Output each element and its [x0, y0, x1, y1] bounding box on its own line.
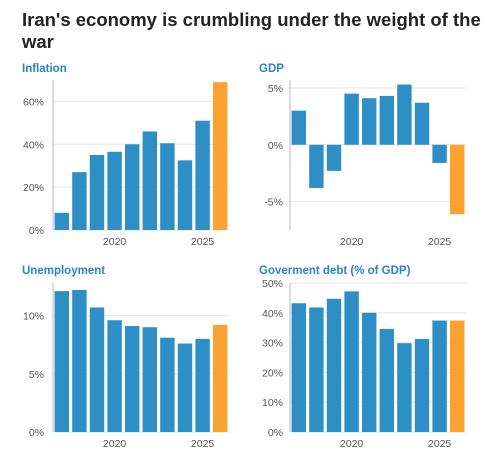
x-tick-label: 2025	[428, 438, 452, 450]
bar-highlight	[449, 144, 465, 215]
x-tick-label: 2020	[340, 438, 364, 450]
bar	[72, 289, 87, 432]
y-tick-label: 0%	[29, 225, 44, 237]
bar-highlight	[449, 320, 465, 432]
y-tick-label: 30%	[262, 338, 283, 350]
bar	[89, 155, 105, 230]
bar	[326, 298, 342, 432]
y-tick-label: 0%	[268, 140, 283, 152]
bar	[309, 307, 324, 432]
bar	[195, 338, 210, 432]
panel-title-inflation: Inflation	[22, 63, 67, 75]
bar	[54, 291, 70, 432]
y-tick-label: 5%	[268, 83, 283, 95]
bar	[344, 93, 359, 145]
bar	[124, 326, 140, 432]
y-tick-label: 5%	[29, 369, 44, 381]
bar	[142, 327, 158, 432]
y-tick-label: 40%	[23, 139, 44, 151]
x-tick-label: 2025	[191, 236, 215, 248]
bar	[177, 343, 193, 432]
bar	[142, 131, 158, 230]
y-tick-label: 10%	[23, 311, 44, 323]
x-tick-label: 2025	[191, 438, 215, 450]
x-tick-label: 2020	[103, 236, 127, 248]
x-tick-label: 2020	[103, 438, 127, 450]
bar	[309, 144, 324, 188]
bar	[344, 291, 359, 432]
bar	[195, 120, 210, 230]
y-tick-label: 50%	[262, 278, 283, 290]
bar	[107, 320, 122, 432]
bar	[397, 84, 412, 145]
bar	[379, 328, 395, 432]
bar	[361, 98, 377, 145]
x-tick-label: 2025	[428, 236, 452, 248]
bar	[291, 110, 307, 145]
panel-title-gdp: GDP	[259, 63, 284, 75]
chart-title: Iran's economy is crumbling under the we…	[22, 9, 481, 52]
bar	[326, 144, 342, 171]
bar	[432, 144, 447, 163]
y-tick-label: -5%	[264, 197, 283, 209]
x-tick-label: 2020	[340, 236, 364, 248]
bar	[160, 337, 175, 432]
bar	[107, 151, 122, 230]
bar	[291, 303, 307, 432]
bar	[72, 172, 87, 230]
y-tick-label: 20%	[23, 182, 44, 194]
y-tick-label: 60%	[23, 96, 44, 108]
bar	[124, 144, 140, 230]
panel-title-unemployment: Unemployment	[22, 265, 106, 277]
bar	[361, 312, 377, 432]
panel-title-debt: Goverment debt (% of GDP)	[259, 265, 411, 277]
bar	[414, 339, 430, 432]
y-tick-label: 40%	[262, 308, 283, 320]
y-tick-label: 20%	[262, 367, 283, 379]
y-tick-label: 10%	[262, 397, 283, 409]
bar	[414, 102, 430, 145]
bar	[160, 143, 175, 230]
bar	[432, 320, 447, 432]
bar-highlight	[212, 324, 228, 432]
bar	[379, 95, 395, 145]
bar	[89, 307, 105, 432]
y-tick-label: 0%	[268, 427, 283, 439]
y-tick-label: 0%	[29, 427, 44, 439]
bar	[397, 343, 412, 432]
bar	[54, 212, 70, 230]
bar-highlight	[212, 82, 228, 231]
bar	[177, 160, 193, 230]
